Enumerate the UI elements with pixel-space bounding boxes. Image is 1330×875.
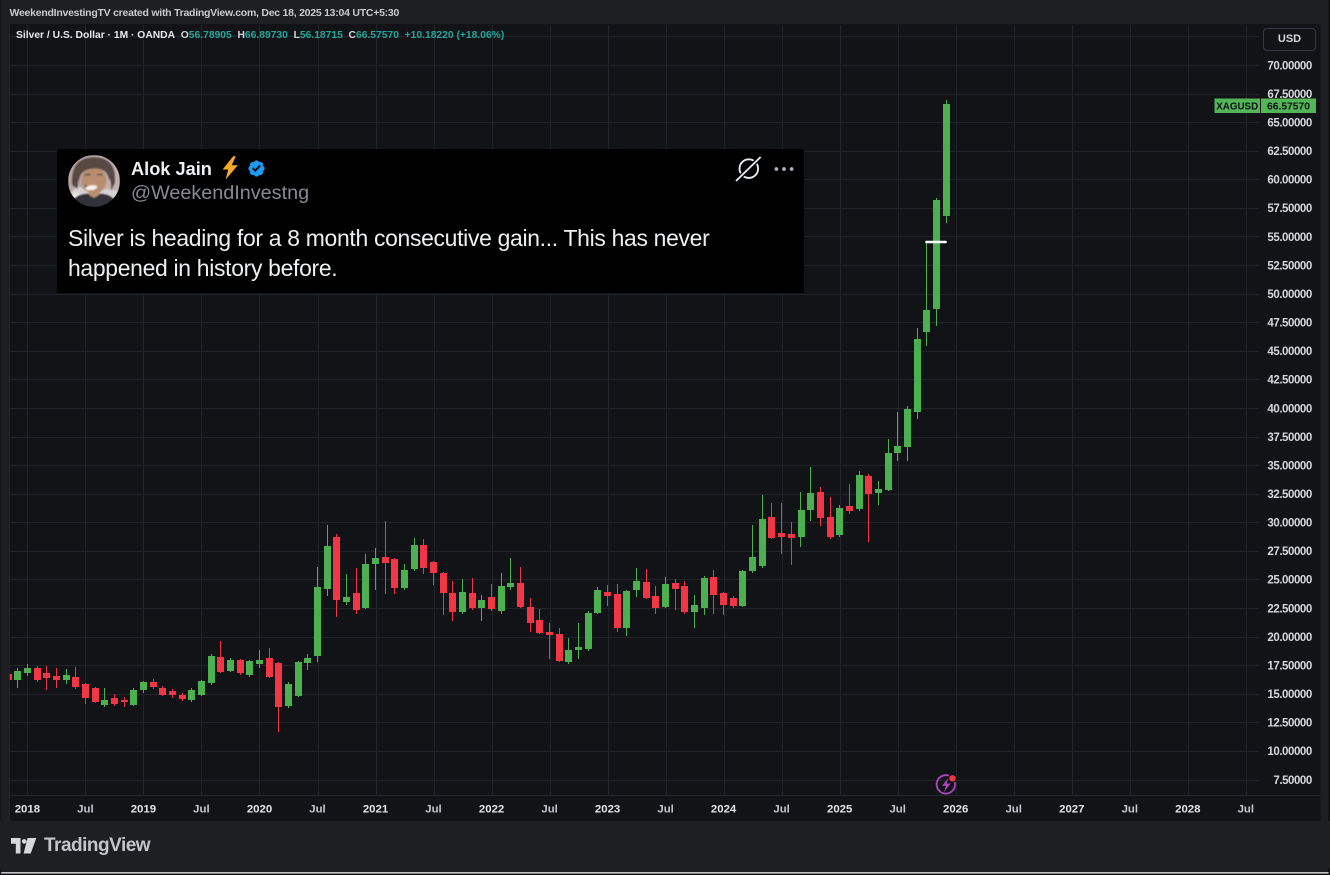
svg-text:2027: 2027 — [1059, 803, 1084, 815]
svg-text:22.50000: 22.50000 — [1267, 603, 1311, 615]
svg-text:Jul: Jul — [309, 803, 325, 815]
svg-text:67.50000: 67.50000 — [1267, 89, 1311, 101]
svg-text:Jul: Jul — [657, 803, 673, 815]
svg-text:66.57570: 66.57570 — [1267, 101, 1310, 112]
svg-text:Jul: Jul — [193, 803, 209, 815]
svg-text:10.00000: 10.00000 — [1267, 746, 1311, 758]
svg-text:20.00000: 20.00000 — [1267, 632, 1311, 644]
svg-text:55.00000: 55.00000 — [1267, 232, 1311, 244]
svg-text:47.50000: 47.50000 — [1267, 318, 1311, 330]
svg-text:Jul: Jul — [1005, 803, 1021, 815]
svg-text:70.00000: 70.00000 — [1267, 60, 1311, 72]
svg-text:65.00000: 65.00000 — [1267, 118, 1311, 130]
svg-text:27.50000: 27.50000 — [1267, 546, 1311, 558]
svg-text:Jul: Jul — [541, 803, 557, 815]
svg-text:Jul: Jul — [77, 803, 93, 815]
svg-text:Jul: Jul — [1238, 803, 1254, 815]
svg-text:50.00000: 50.00000 — [1267, 289, 1311, 301]
svg-text:30.00000: 30.00000 — [1267, 518, 1311, 530]
svg-text:25.00000: 25.00000 — [1267, 575, 1311, 587]
svg-text:XAGUSD: XAGUSD — [1216, 101, 1258, 112]
svg-text:Jul: Jul — [1122, 803, 1138, 815]
svg-text:60.00000: 60.00000 — [1267, 175, 1311, 187]
svg-text:32.50000: 32.50000 — [1267, 489, 1311, 501]
svg-text:2018: 2018 — [15, 803, 40, 815]
svg-text:40.00000: 40.00000 — [1267, 403, 1311, 415]
svg-text:2019: 2019 — [131, 803, 156, 815]
svg-text:52.50000: 52.50000 — [1267, 260, 1311, 272]
svg-text:12.50000: 12.50000 — [1267, 718, 1311, 730]
svg-text:7.50000: 7.50000 — [1273, 775, 1311, 787]
svg-text:35.00000: 35.00000 — [1267, 460, 1311, 472]
svg-text:Jul: Jul — [425, 803, 441, 815]
svg-text:45.00000: 45.00000 — [1267, 346, 1311, 358]
svg-text:2025: 2025 — [827, 803, 853, 815]
svg-text:15.00000: 15.00000 — [1267, 689, 1311, 701]
svg-text:2020: 2020 — [247, 803, 272, 815]
svg-text:2026: 2026 — [943, 803, 968, 815]
svg-text:57.50000: 57.50000 — [1267, 203, 1311, 215]
svg-text:17.50000: 17.50000 — [1267, 661, 1311, 673]
svg-text:2024: 2024 — [711, 803, 737, 815]
svg-text:Jul: Jul — [773, 803, 789, 815]
svg-text:37.50000: 37.50000 — [1267, 432, 1311, 444]
svg-text:2028: 2028 — [1175, 803, 1200, 815]
svg-text:Jul: Jul — [889, 803, 905, 815]
svg-text:2021: 2021 — [363, 803, 389, 815]
svg-text:2023: 2023 — [595, 803, 620, 815]
svg-text:62.50000: 62.50000 — [1267, 146, 1311, 158]
svg-text:42.50000: 42.50000 — [1267, 375, 1311, 387]
svg-text:2022: 2022 — [479, 803, 504, 815]
